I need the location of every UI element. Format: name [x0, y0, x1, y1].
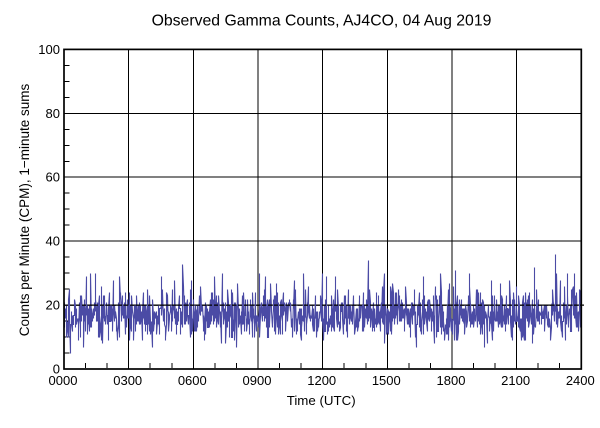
svg-text:Time (UTC): Time (UTC) [287, 393, 356, 408]
svg-text:0600: 0600 [178, 373, 207, 388]
svg-text:Observed Gamma Counts, AJ4CO,: Observed Gamma Counts, AJ4CO, 04 Aug 201… [152, 13, 492, 30]
svg-text:1200: 1200 [307, 373, 336, 388]
svg-text:Counts per Minute (CPM), 1−min: Counts per Minute (CPM), 1−minute sums [17, 84, 32, 337]
svg-text:80: 80 [46, 106, 60, 121]
svg-text:1800: 1800 [437, 373, 466, 388]
svg-text:0000: 0000 [49, 373, 78, 388]
svg-text:0300: 0300 [113, 373, 142, 388]
svg-text:0: 0 [53, 362, 60, 377]
svg-text:1500: 1500 [372, 373, 401, 388]
svg-text:2100: 2100 [501, 373, 530, 388]
svg-text:100: 100 [38, 42, 60, 57]
svg-text:40: 40 [46, 234, 60, 249]
svg-text:60: 60 [46, 170, 60, 185]
svg-text:0900: 0900 [243, 373, 272, 388]
svg-text:20: 20 [46, 298, 60, 313]
svg-text:2400: 2400 [566, 373, 595, 388]
